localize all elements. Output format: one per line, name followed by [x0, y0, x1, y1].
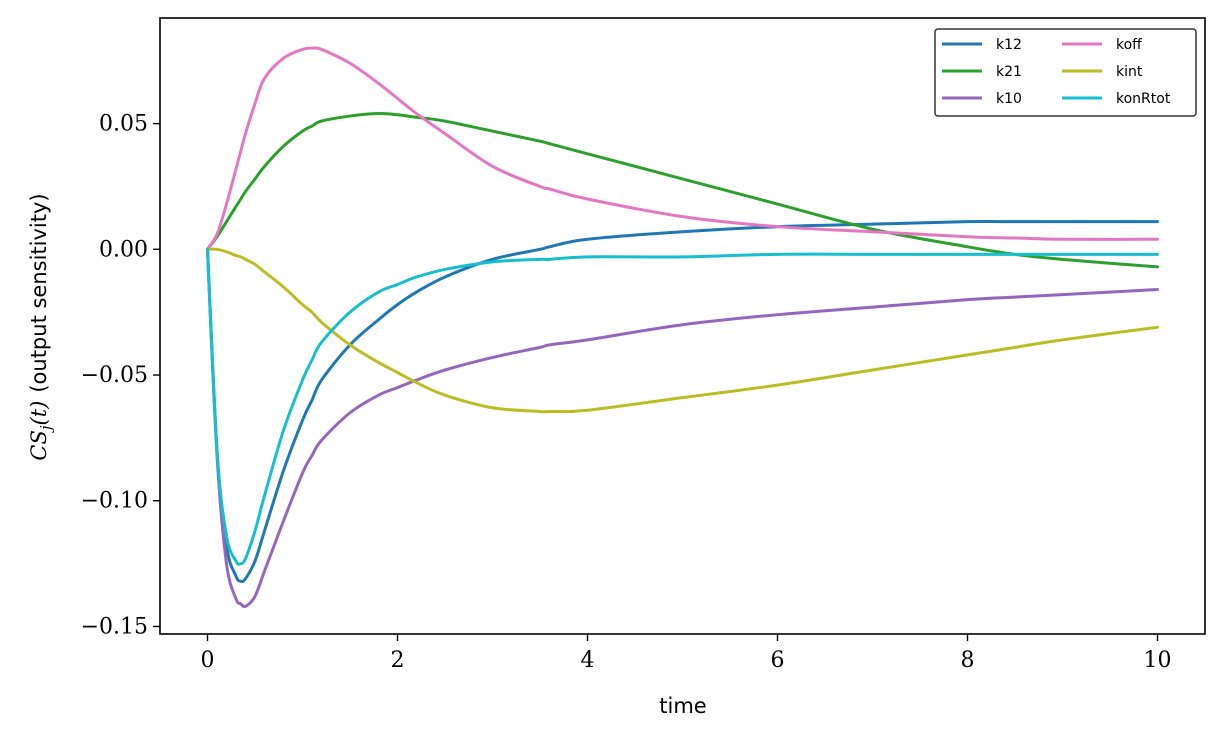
legend-item-k10: k10 — [942, 91, 1022, 107]
series-layer — [206, 46, 1159, 609]
legend-item-k21: k21 — [942, 64, 1022, 80]
x-tick-label: 8 — [961, 648, 975, 673]
legend-label: k21 — [996, 64, 1022, 80]
legend-item-kint: kint — [1062, 64, 1143, 80]
legend-label: koff — [1116, 37, 1142, 53]
legend-item-konrtot: konRtot — [1062, 91, 1171, 107]
y-axis-label-desc: (output sensitivity) — [27, 193, 51, 392]
y-tick-label: −0.05 — [81, 363, 148, 388]
legend-label: konRtot — [1116, 91, 1171, 107]
legend-item-koff: koff — [1062, 37, 1142, 53]
x-tick-label: 6 — [771, 648, 785, 673]
y-tick-label: 0.00 — [99, 237, 148, 262]
y-axis-label-sub: j — [37, 425, 55, 433]
y-axis-label-text: CSj(t) (output sensitivity) — [27, 193, 55, 460]
legend-label: k10 — [996, 91, 1022, 107]
plot-frame — [159, 17, 1206, 635]
y-axis-label-arg: (t) — [27, 401, 51, 426]
x-tick-label: 0 — [201, 648, 215, 673]
series-line-k10 — [206, 247, 1159, 609]
series-line-k21 — [206, 112, 1159, 269]
x-tick-label: 4 — [581, 648, 595, 673]
y-tick-label: −0.10 — [81, 489, 148, 514]
legend-label: kint — [1116, 64, 1143, 80]
x-axis: 0 2 4 6 8 10 — [201, 634, 1172, 673]
y-axis: −0.15 −0.10 −0.05 0.00 0.05 — [81, 112, 160, 639]
y-axis-label-math: CS — [27, 430, 51, 460]
y-tick-label: 0.05 — [99, 112, 148, 137]
x-tick-label: 2 — [391, 648, 405, 673]
x-tick-label: 10 — [1144, 648, 1172, 673]
series-line-k12 — [206, 219, 1159, 583]
legend-item-k12: k12 — [942, 37, 1022, 53]
legend-label: k12 — [996, 37, 1022, 53]
series-line-koff — [206, 46, 1159, 251]
series-line-kint — [206, 247, 1159, 414]
y-axis-label: CSj(t) (output sensitivity) — [27, 193, 55, 460]
y-tick-label: −0.15 — [81, 614, 148, 639]
legend: k12 k21 k10 koff kint konRtot — [934, 28, 1197, 117]
series-line-konrtot — [206, 247, 1159, 566]
x-axis-label: time — [659, 694, 706, 718]
